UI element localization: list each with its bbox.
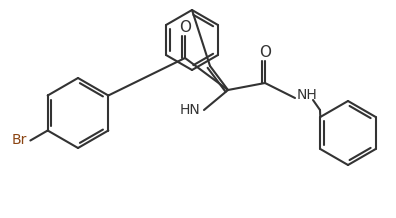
Text: NH: NH [297,88,318,102]
Text: O: O [179,19,191,34]
Text: HN: HN [179,103,200,117]
Text: Br: Br [12,133,27,148]
Text: O: O [259,44,271,60]
